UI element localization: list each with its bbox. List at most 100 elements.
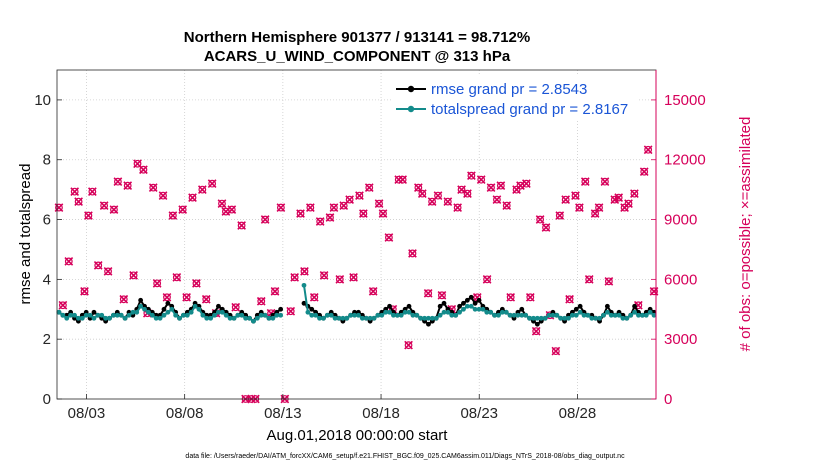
obs-possible-marker: [650, 287, 658, 296]
obs-assimilated-stroke: [109, 205, 119, 214]
totalspread-point: [99, 312, 105, 318]
obs-assimilated-stroke: [502, 201, 512, 210]
totalspread-point: [414, 312, 420, 318]
obs-count-marker: [80, 286, 89, 296]
obs-count-marker: [64, 257, 74, 266]
rmse-point: [278, 306, 284, 312]
obs-count-marker: [443, 197, 453, 206]
totalspread-point: [313, 312, 319, 318]
obs-assimilated-stroke: [476, 175, 486, 185]
obs-count-marker: [217, 199, 227, 208]
totalspread-point: [647, 309, 653, 315]
obs-possible-marker: [310, 293, 319, 302]
totalspread-point: [184, 312, 190, 318]
totalspread-point: [608, 312, 614, 318]
totalspread-point: [585, 312, 591, 318]
obs-possible-marker: [100, 201, 109, 210]
obs-possible-marker: [153, 279, 162, 288]
obs-count-marker: [408, 249, 417, 258]
obs-assimilated-stroke: [463, 189, 472, 198]
obs-count-marker: [133, 159, 142, 169]
totalspread-point: [569, 312, 575, 318]
obs-assimilated-stroke: [148, 183, 158, 193]
totalspread-point: [216, 309, 221, 315]
obs-count-marker: [349, 273, 358, 282]
obs-count-marker: [506, 292, 516, 302]
obs-possible-marker: [339, 201, 348, 210]
obs-assimilated-stroke: [217, 199, 227, 208]
obs-assimilated-stroke: [129, 271, 138, 280]
obs-count-marker: [476, 175, 486, 185]
totalspread-point: [336, 315, 342, 321]
totalspread-point: [593, 315, 599, 321]
obs-count-marker: [364, 183, 374, 193]
obs-possible-marker: [424, 289, 433, 298]
obs-possible-marker: [644, 145, 653, 154]
totalspread-point: [464, 303, 470, 309]
totalspread-point: [445, 309, 451, 315]
totalspread-point: [262, 312, 268, 318]
x-axis-label: Aug.01,2018 00:00:00 start: [267, 427, 449, 444]
obs-possible-marker: [404, 341, 413, 350]
obs-count-marker: [319, 271, 329, 280]
totalspread-point: [270, 315, 276, 321]
totalspread-point: [476, 306, 482, 312]
obs-assimilated-stroke: [152, 278, 162, 288]
obs-possible-marker: [512, 185, 521, 194]
obs-possible-marker: [620, 203, 629, 212]
totalspread-point: [406, 309, 412, 315]
totalspread-point: [239, 312, 245, 318]
obs-assimilated-stroke: [80, 286, 89, 296]
obs-possible-marker: [227, 205, 236, 214]
obs-count-marker: [649, 286, 659, 296]
totalspread-point: [266, 315, 272, 321]
obs-assimilated-stroke: [624, 199, 633, 208]
obs-possible-marker: [198, 185, 207, 194]
obs-possible-marker: [555, 211, 564, 220]
totalspread-point: [258, 312, 264, 318]
obs-possible-marker: [218, 199, 226, 208]
obs-count-marker: [630, 189, 639, 198]
totalspread-point: [72, 312, 77, 318]
obs-count-marker: [329, 203, 339, 212]
y-tick-label: 10: [34, 92, 51, 109]
obs-possible-marker: [551, 347, 560, 356]
totalspread-point: [651, 312, 657, 318]
totalspread-point: [114, 312, 120, 318]
x-axis: 08/03 08/08 08/13 08/18 08/23 08/28: [68, 394, 596, 422]
obs-possible-marker: [88, 187, 97, 196]
totalspread-point: [429, 315, 435, 321]
y-tick-label: 6: [43, 212, 51, 229]
obs-possible-marker: [571, 191, 580, 200]
obs-count-marker: [502, 201, 512, 210]
obs-assimilated-stroke: [286, 306, 296, 316]
obs-assimilated-stroke: [319, 271, 329, 280]
totalspread-point: [212, 312, 217, 318]
obs-count-marker: [525, 292, 535, 302]
obs-possible-marker: [575, 203, 584, 212]
obs-assimilated-stroke: [227, 205, 237, 214]
totalspread-point: [173, 312, 179, 318]
rmse-point: [437, 303, 443, 309]
obs-possible-marker: [163, 293, 171, 302]
totalspread-point: [379, 312, 385, 318]
obs-possible-marker: [453, 203, 462, 212]
totalspread-point: [604, 309, 610, 315]
obs-possible-marker: [178, 205, 187, 214]
totalspread-point: [196, 306, 202, 312]
totalspread-point: [628, 312, 634, 318]
obs-count-marker: [404, 340, 413, 350]
obs-count-marker: [374, 199, 384, 208]
obs-assimilated-stroke: [74, 197, 83, 206]
totalspread-point: [122, 315, 128, 321]
rmse-point: [387, 303, 392, 309]
obs-count-marker: [492, 195, 502, 204]
obs-count-marker: [309, 292, 319, 302]
x-tick-label: 08/23: [460, 405, 498, 422]
x-tick-label: 08/18: [362, 405, 400, 422]
totalspread-point: [573, 312, 579, 318]
obs-possible-marker: [365, 183, 374, 192]
obs-assimilated-stroke: [639, 167, 649, 177]
obs-count-marker: [237, 221, 246, 230]
obs-possible-marker: [261, 215, 270, 224]
